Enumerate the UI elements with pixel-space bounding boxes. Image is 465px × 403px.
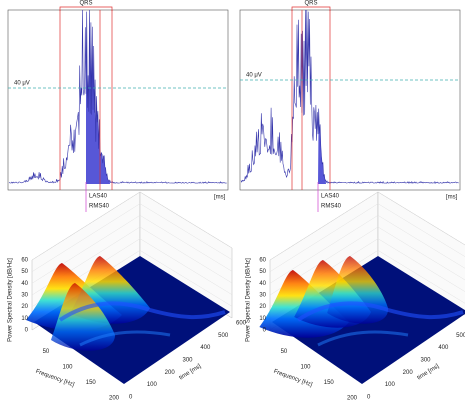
time-tick-label: 0 (367, 395, 371, 401)
las-label: LAS40 (89, 194, 108, 200)
x-unit: [ms] (214, 195, 226, 201)
time-tick-label: 400 (200, 345, 211, 351)
time-tick-label: 200 (403, 370, 414, 376)
surface-ridge (58, 301, 226, 322)
plot-frame (7, 9, 229, 191)
freq-axis-label: Frequency [Hz] (273, 369, 314, 389)
z-axis-label: Power Spectral Density [dB/Hz] (246, 258, 252, 342)
surface-ridge (296, 301, 464, 322)
grid-line (31, 215, 233, 284)
threshold-label: 40 μV (246, 73, 262, 79)
freq-tick-label: 100 (62, 365, 73, 371)
z-tick-label: 60 (259, 258, 266, 264)
plot-frame (239, 9, 461, 191)
freq-tick-label: 200 (347, 396, 358, 402)
z-tick-label: 50 (21, 269, 28, 275)
time-tick-label: 0 (129, 395, 133, 401)
surface-ridge (317, 330, 409, 347)
qrs-bracket (291, 6, 331, 11)
z-tick-label: 40 (259, 281, 266, 287)
time-tick-label: 100 (385, 382, 396, 388)
rms-label: RMS40 (321, 204, 342, 210)
freq-tick-label: 100 (300, 365, 311, 371)
z-axis-label: Power Spectral Density [dB/Hz] (8, 258, 14, 342)
time-tick-label: 600 (236, 321, 247, 327)
time-axis-label: time [ms] (416, 363, 440, 381)
grid-line (269, 215, 465, 284)
grid-line (31, 203, 233, 272)
shaded-area (86, 10, 110, 184)
grid-line (269, 191, 465, 261)
grid-line (31, 191, 233, 261)
qrs-bracket (59, 6, 113, 11)
waveform (240, 9, 459, 184)
surface-ridge (79, 330, 171, 347)
rms-label: RMS40 (89, 204, 110, 210)
time-tick-label: 500 (218, 333, 229, 339)
grid-line (269, 203, 465, 272)
z-tick-label: 50 (259, 269, 266, 275)
time-tick-label: 300 (183, 358, 194, 364)
las-label: LAS40 (321, 194, 340, 200)
z-tick-label: 10 (21, 316, 28, 322)
z-tick-label: 20 (21, 304, 28, 310)
time-tick-label: 100 (147, 382, 158, 388)
qrs-label: QRS (79, 1, 92, 7)
grid-line (269, 226, 465, 296)
z-tick-label: 30 (21, 293, 28, 299)
freq-tick-label: 200 (109, 396, 120, 402)
surface-peak (51, 283, 115, 351)
freq-axis-label: Frequency [Hz] (35, 369, 76, 389)
freq-tick-label: 50 (281, 349, 288, 355)
surface-plot: 0 10 20 30 40 50 60 50 100 150 200 0 100 200 300 400 500… (246, 191, 465, 402)
time-axis-label: time [ms] (178, 363, 202, 381)
z-tick-label: 60 (21, 258, 28, 264)
x-unit: [ms] (446, 195, 458, 201)
time-tick-label: 500 (456, 333, 465, 339)
freq-tick-label: 150 (324, 380, 335, 386)
z-tick-label: 30 (259, 293, 266, 299)
z-tick-label: 0 (263, 328, 267, 334)
time-tick-label: 200 (165, 370, 176, 376)
freq-tick-label: 50 (43, 349, 50, 355)
z-tick-label: 20 (259, 304, 266, 310)
surface-plot: 0 10 20 30 40 50 60 50 100 150 200 0 100 200 300 400 500… (8, 191, 247, 402)
z-tick-label: 40 (21, 281, 28, 287)
z-tick-label: 0 (25, 328, 29, 334)
waveform (8, 9, 227, 184)
z-tick-label: 10 (259, 316, 266, 322)
time-tick-label: 300 (421, 358, 432, 364)
qrs-label: QRS (304, 1, 317, 7)
time-tick-label: 400 (438, 345, 449, 351)
threshold-label: 40 μV (14, 81, 30, 87)
freq-tick-label: 150 (86, 380, 97, 386)
